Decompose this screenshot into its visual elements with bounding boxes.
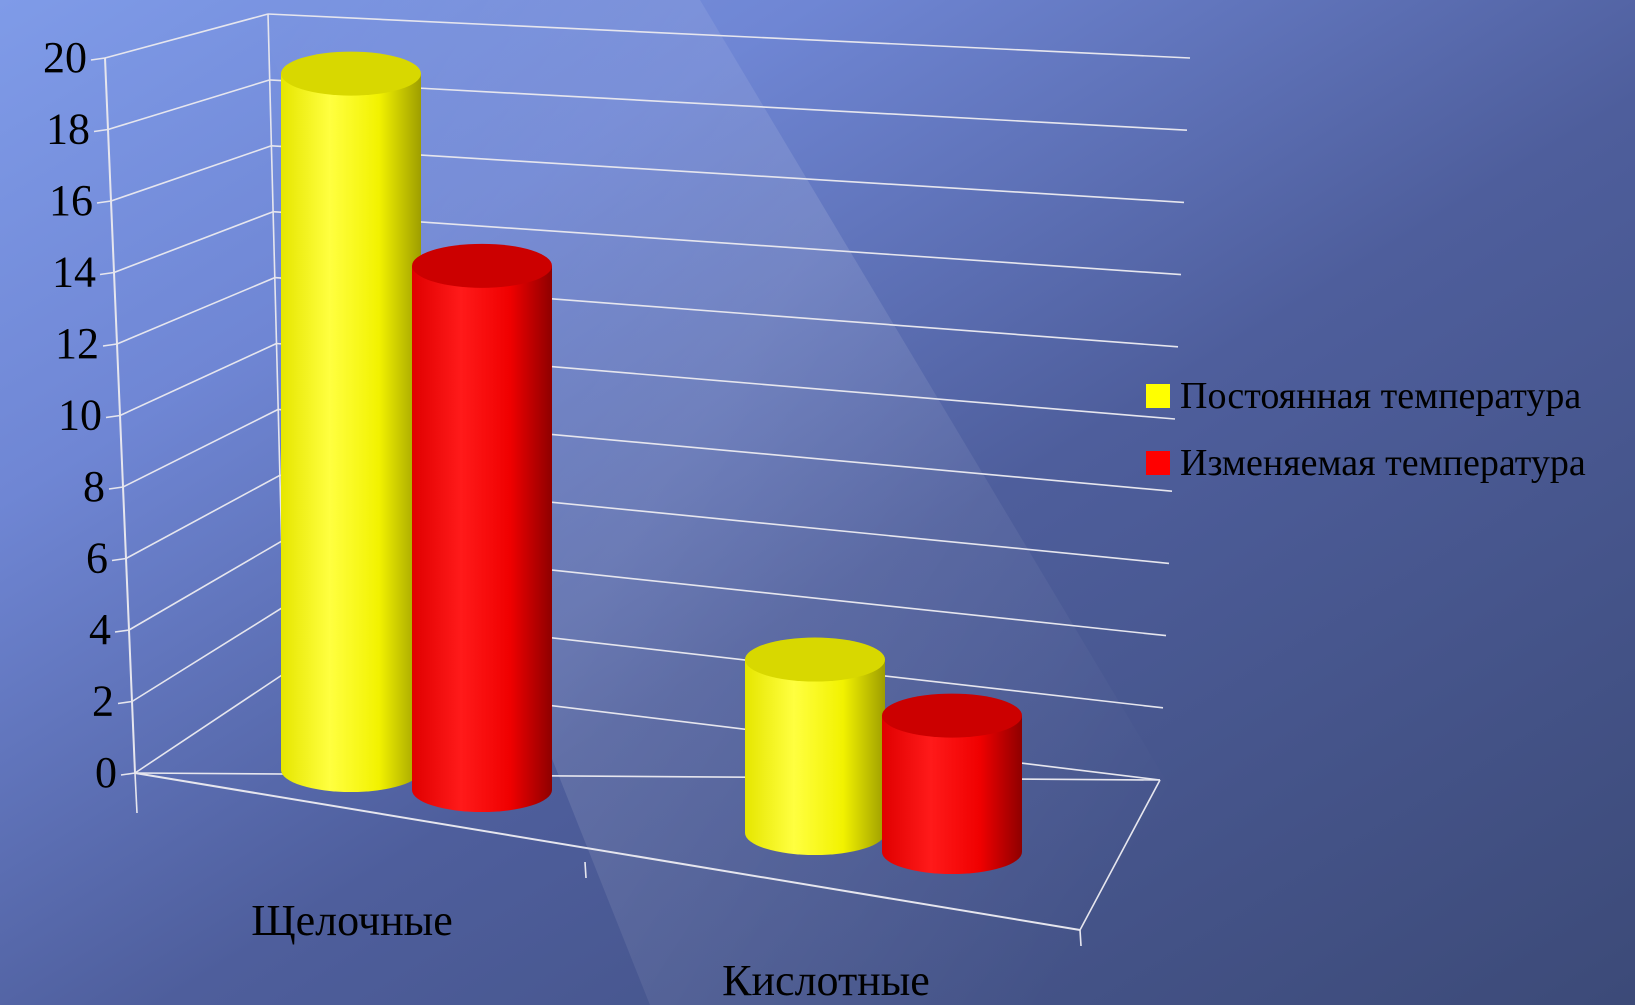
x-category-label: Щелочные	[251, 896, 453, 945]
bar-body	[882, 715, 1022, 874]
gridline-back	[271, 145, 1185, 204]
gridline-side	[110, 145, 272, 202]
y-tick-label: 8	[83, 462, 105, 511]
gridline-side	[128, 540, 283, 631]
y-tick-mark	[120, 772, 136, 776]
y-tick-label: 18	[46, 105, 90, 154]
y-tick-label: 14	[52, 248, 96, 297]
x-category-label: Кислотные	[722, 956, 930, 1005]
gridline-back	[269, 79, 1188, 131]
gridline-back	[267, 13, 1191, 59]
y-tick-mark	[117, 700, 133, 705]
bar-top	[745, 637, 885, 682]
bar-constant-alkaline	[281, 51, 421, 793]
y-tick-label: 12	[55, 319, 99, 368]
bar-variable-alkaline	[412, 243, 552, 813]
x-axis-tick	[584, 861, 587, 879]
legend-label: Постоянная температура	[1180, 375, 1581, 417]
gridline-side	[131, 606, 284, 703]
y-tick-label: 10	[58, 391, 102, 440]
y-tick-label: 20	[43, 33, 87, 82]
y-tick-label: 6	[86, 534, 108, 583]
gridline-side	[119, 342, 277, 417]
bar-top	[281, 51, 421, 96]
gridline-side	[104, 13, 269, 59]
legend: Постоянная температура Изменяемая темпера…	[1146, 375, 1586, 484]
gridline-side	[107, 79, 270, 131]
gridline-side	[122, 408, 279, 488]
floor-right-edge	[1079, 779, 1161, 931]
bar-body	[281, 73, 421, 793]
y-tick-mark	[99, 271, 115, 276]
gridline-side	[134, 672, 286, 774]
y-tick-label: 16	[49, 176, 93, 225]
gridline-side	[113, 210, 274, 274]
x-axis-labels: Щелочные Кислотные	[251, 896, 930, 1005]
y-tick-mark	[105, 414, 121, 419]
y-tick-mark	[114, 629, 130, 633]
legend-swatch	[1146, 451, 1170, 475]
legend-label: Изменяемая температура	[1180, 442, 1586, 484]
y-tick-label: 2	[92, 677, 114, 726]
y-tick-label: 4	[89, 605, 111, 654]
gridline-side	[125, 474, 281, 560]
bar-constant-acidic	[745, 637, 885, 855]
bar-top	[882, 693, 1022, 738]
x-axis-tick	[134, 772, 138, 814]
y-tick-mark	[90, 57, 106, 61]
legend-swatch	[1146, 384, 1170, 408]
bar-variable-acidic	[882, 693, 1022, 874]
x-axis-front	[134, 772, 1081, 931]
bar-body	[412, 265, 552, 813]
y-axis-ticks: 0 2 4 6 8 10 12 14 16 18 20	[43, 33, 136, 797]
y-tick-label: 0	[95, 748, 117, 797]
gridline-side	[116, 276, 276, 345]
y-tick-mark	[96, 200, 112, 204]
y-tick-mark	[93, 128, 109, 133]
y-tick-mark	[102, 343, 118, 347]
bars	[281, 51, 1022, 874]
x-axis-tick	[1079, 929, 1082, 947]
bar-top	[412, 243, 552, 288]
bar-body	[745, 659, 885, 855]
y-tick-mark	[111, 557, 127, 562]
gridline-back	[273, 210, 1182, 276]
y-tick-mark	[108, 486, 124, 490]
